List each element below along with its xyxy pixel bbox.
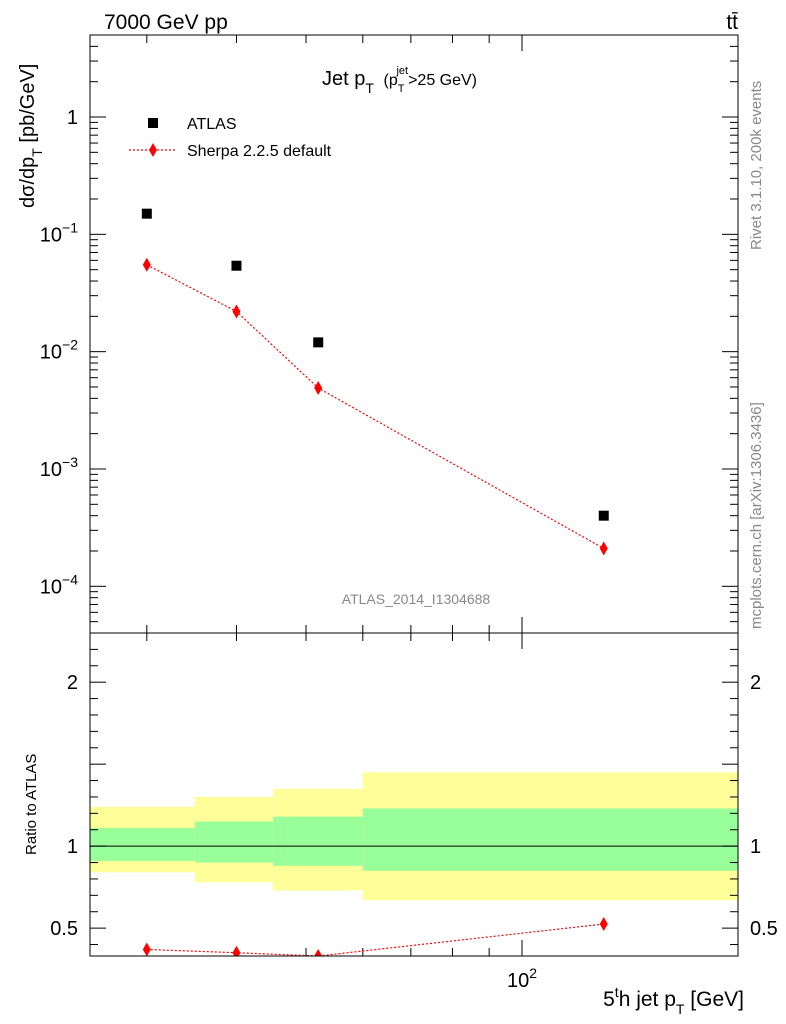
plot-title: Jet pT (pTjet>25 GeV) [322, 65, 477, 98]
ratio-y-tick-label-left: 2 [67, 672, 78, 694]
x-label-post: h jet p [619, 988, 676, 1011]
plot-title-main: Jet p [322, 68, 365, 90]
sherpa-point [142, 257, 151, 272]
main-y-axis-label: dσ/dpT [pb/GeV] [17, 64, 45, 208]
ratio-bands [90, 772, 738, 901]
ratio-panel-data [142, 917, 608, 956]
plot-title-cut-sub: T [398, 83, 405, 95]
main-y-label-main: dσ/dp [17, 157, 39, 208]
sherpa-point [314, 381, 323, 396]
ratio-y-axis-label: Ratio to ATLAS [23, 754, 40, 855]
main-y-label-sub: T [29, 148, 45, 157]
atlas-point [141, 208, 152, 219]
ratio-y-tick-label-left: 0.5 [50, 918, 78, 940]
stat-uncertainty-band [194, 821, 274, 863]
rivet-label: Rivet 3.1.10, 200k events [748, 81, 765, 250]
ratio-sherpa-point [599, 917, 608, 932]
process-label: tt̄ [726, 11, 738, 34]
mcplots-label: mcplots.cern.ch [arXiv:1306.3436] [748, 402, 765, 629]
ratio-sherpa-point [232, 945, 241, 956]
legend-sherpa-label: Sherpa 2.2.5 default [187, 143, 332, 160]
stat-uncertainty-band [273, 816, 363, 866]
ratio-panel-ticks: 0.5 0.5 1 1 2 2 102 [50, 632, 778, 992]
plot-title-sub: T [365, 80, 374, 96]
x-label-sub: T [676, 1001, 685, 1017]
main-panel-ticks: 1 10−1 10−2 10−3 10−4 [40, 34, 739, 634]
main-panel: 110−110−210−310−4 Jet pT (pTjet>25 GeV) … [17, 34, 739, 634]
x-axis-label: 5th jet pT [GeV] [603, 984, 744, 1017]
ratio-y-tick-label-right: 2 [750, 672, 761, 694]
y-tick-label: 1 [67, 107, 78, 129]
stat-uncertainty-band [362, 808, 738, 871]
plot-title-cut-sup: jet [395, 65, 408, 77]
x-label-pre: 5 [603, 988, 615, 1011]
sherpa-point [232, 304, 241, 319]
main-y-label-unit: [pb/GeV] [17, 64, 39, 149]
legend-atlas-marker [148, 118, 158, 128]
sherpa-line [146, 264, 605, 550]
y-tick-label: 10−1 [40, 219, 78, 246]
analysis-id: ATLAS_2014_I1304688 [342, 591, 491, 607]
atlas-point [313, 337, 324, 348]
ratio-panel: 0.5 0.5 1 1 2 2 102 Ratio to ATLAS 5th jet pT … [23, 632, 778, 1017]
atlas-point [598, 510, 609, 521]
main-panel-data [141, 208, 609, 556]
legend: ATLAS Sherpa 2.2.5 default [129, 116, 332, 160]
ratio-y-tick-label-left: 1 [67, 836, 78, 858]
y-tick-label: 10−2 [40, 337, 78, 364]
atlas-point [231, 260, 242, 271]
plot-title-cut-close: >25 GeV) [408, 72, 477, 89]
ratio-sherpa-point [314, 949, 323, 956]
y-tick-label: 10−4 [40, 571, 78, 598]
x-label-sup: t [615, 984, 619, 1000]
plot-title-cut-open: (p [383, 72, 397, 89]
legend-sherpa-marker [149, 143, 157, 157]
ratio-sherpa-point [142, 942, 151, 956]
stat-uncertainty-band [90, 828, 195, 861]
ratio-y-tick-label-right: 0.5 [750, 918, 778, 940]
energy-label: 7000 GeV pp [104, 11, 228, 34]
ratio-sherpa-line [146, 923, 604, 956]
x-tick-label: 102 [507, 965, 537, 992]
sherpa-point [599, 541, 608, 556]
y-tick-label: 10−3 [40, 454, 78, 481]
legend-atlas-label: ATLAS [187, 116, 237, 133]
x-label-unit: [GeV] [684, 988, 744, 1011]
ratio-y-tick-label-right: 1 [750, 836, 761, 858]
ratio-panel-frame [89, 632, 739, 957]
